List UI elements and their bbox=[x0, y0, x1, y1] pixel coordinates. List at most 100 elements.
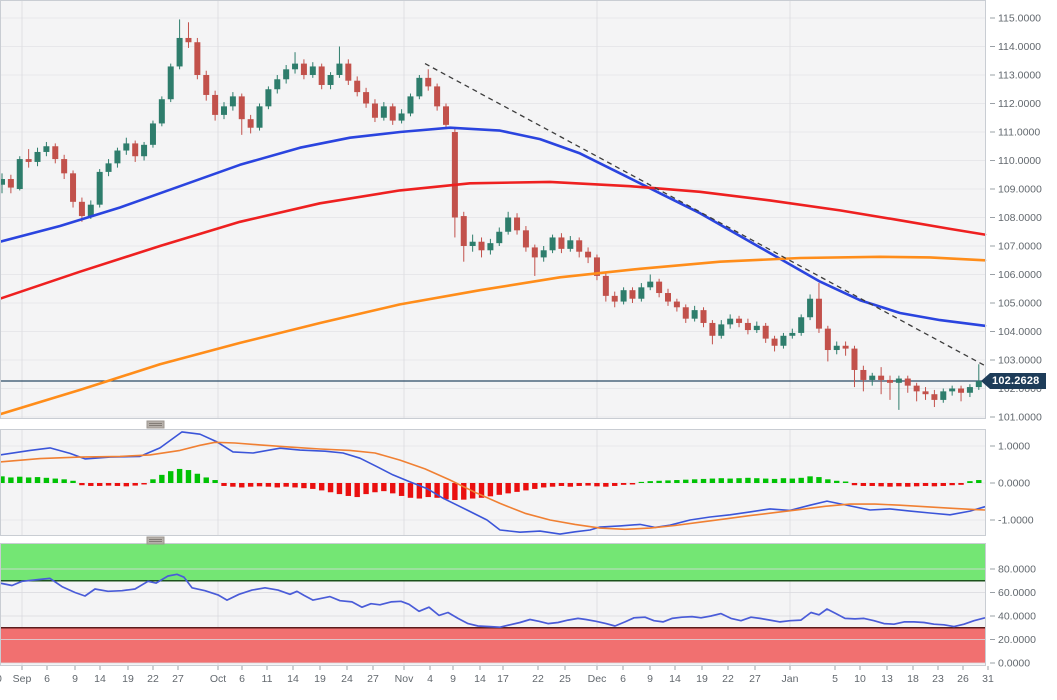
candle-body bbox=[434, 86, 441, 107]
candle-body bbox=[922, 391, 929, 395]
date-label: 14 bbox=[474, 673, 486, 685]
date-label: 17 bbox=[497, 673, 509, 685]
date-label: 19 bbox=[122, 673, 134, 685]
macd-bar bbox=[745, 477, 751, 483]
candle-body bbox=[860, 369, 867, 380]
candle-body bbox=[682, 307, 689, 319]
date-label: 22 bbox=[147, 673, 159, 685]
macd-bar bbox=[88, 483, 94, 486]
macd-bar bbox=[754, 478, 760, 483]
candle-body bbox=[407, 96, 414, 114]
candle-body bbox=[292, 63, 299, 70]
panel-resize-handle-2[interactable] bbox=[146, 536, 165, 545]
candle-body bbox=[238, 96, 245, 120]
candle-body bbox=[656, 281, 663, 294]
candle-body bbox=[16, 159, 23, 189]
date-label: 14 bbox=[94, 673, 106, 685]
ma-slow-orange bbox=[0, 255, 987, 416]
macd-bar bbox=[274, 483, 280, 488]
candle-body bbox=[309, 66, 316, 75]
macd-bar bbox=[168, 471, 174, 483]
svg-text:20.0000: 20.0000 bbox=[998, 634, 1036, 646]
macd-bar bbox=[203, 477, 209, 483]
date-label: 24 bbox=[341, 673, 353, 685]
date-label: 27 bbox=[172, 673, 184, 685]
candle-body bbox=[789, 332, 796, 336]
macd-bar bbox=[79, 483, 85, 486]
macd-bar bbox=[292, 483, 298, 488]
macd-bar bbox=[247, 483, 254, 487]
macd-bar bbox=[958, 483, 964, 485]
candle-body bbox=[549, 237, 556, 251]
candle-body bbox=[966, 387, 973, 393]
candle-body bbox=[940, 391, 947, 400]
candle-body bbox=[824, 328, 831, 351]
macd-bar bbox=[549, 483, 556, 487]
svg-text:109.0000: 109.0000 bbox=[998, 184, 1042, 196]
date-label: 27 bbox=[367, 673, 379, 685]
svg-text:113.0000: 113.0000 bbox=[998, 70, 1041, 82]
macd-bar bbox=[478, 483, 485, 498]
candle-body bbox=[247, 119, 254, 128]
macd-bar bbox=[461, 483, 467, 500]
svg-text:80.0000: 80.0000 bbox=[998, 564, 1036, 576]
svg-text:60.0000: 60.0000 bbox=[998, 587, 1036, 599]
candle-body bbox=[638, 287, 645, 299]
candle-body bbox=[673, 301, 680, 308]
candle-body bbox=[132, 143, 139, 157]
candle-body bbox=[514, 217, 521, 231]
candle-body bbox=[780, 335, 787, 346]
macd-bar bbox=[43, 477, 50, 483]
date-label: Dec bbox=[588, 673, 607, 685]
candle-body bbox=[522, 230, 529, 248]
candle-body bbox=[43, 146, 50, 152]
macd-bar bbox=[150, 479, 156, 483]
macd-bar bbox=[52, 478, 58, 483]
macd-bar bbox=[123, 483, 130, 487]
macd-bar bbox=[674, 480, 680, 483]
svg-text:40.0000: 40.0000 bbox=[998, 611, 1036, 623]
macd-bar bbox=[523, 483, 529, 491]
macd-bar bbox=[629, 483, 636, 485]
candle-body bbox=[700, 310, 707, 323]
candle-body bbox=[105, 163, 112, 172]
macd-bar bbox=[239, 483, 245, 488]
candle-body bbox=[149, 123, 156, 145]
macd-bar bbox=[931, 483, 938, 487]
svg-text:111.0000: 111.0000 bbox=[998, 127, 1040, 139]
price-axis: 115.0000 114.0000 113.0000 112.0000 111.0000… bbox=[990, 13, 1042, 670]
date-label: 30 bbox=[0, 673, 2, 685]
date-label: 9 bbox=[72, 673, 78, 685]
date-label: Nov bbox=[395, 673, 414, 685]
macd-bar bbox=[709, 478, 716, 483]
macd-bar bbox=[665, 480, 671, 483]
candle-body bbox=[25, 159, 32, 162]
macd-bar bbox=[114, 483, 121, 486]
candle-body bbox=[443, 106, 449, 125]
panel-resize-handle-1[interactable] bbox=[146, 420, 165, 429]
date-label: 10 bbox=[854, 673, 866, 685]
date-label: 26 bbox=[957, 673, 969, 685]
macd-bar bbox=[869, 483, 875, 486]
overbought-zone bbox=[0, 543, 986, 581]
candle-body bbox=[158, 99, 165, 124]
macd-bar bbox=[656, 480, 662, 483]
candle-body bbox=[727, 318, 734, 325]
candle-body bbox=[869, 375, 876, 380]
candle-body bbox=[336, 63, 343, 75]
candle-body bbox=[505, 217, 512, 232]
svg-text:108.0000: 108.0000 bbox=[998, 212, 1042, 224]
date-label: 19 bbox=[696, 673, 708, 685]
candle-body bbox=[194, 42, 201, 75]
macd-bar bbox=[540, 483, 547, 488]
macd-bar bbox=[25, 477, 32, 483]
candle-body bbox=[371, 103, 378, 118]
macd-bar bbox=[905, 483, 911, 487]
macd-bar bbox=[896, 483, 902, 487]
macd-bar bbox=[381, 483, 387, 492]
candle-body bbox=[718, 324, 725, 336]
candle-body bbox=[425, 77, 432, 87]
macd-bar bbox=[576, 483, 582, 486]
candle-body bbox=[815, 298, 822, 329]
